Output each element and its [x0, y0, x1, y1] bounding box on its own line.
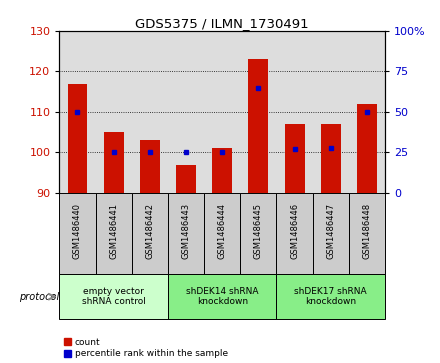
Bar	[349, 193, 385, 274]
Bar	[357, 104, 377, 193]
Text: empty vector
shRNA control: empty vector shRNA control	[82, 287, 146, 306]
Bar	[285, 124, 304, 193]
Text: GSM1486440: GSM1486440	[73, 203, 82, 258]
Text: GSM1486445: GSM1486445	[254, 203, 263, 258]
Bar	[68, 83, 88, 193]
Bar	[176, 164, 196, 193]
Bar	[313, 193, 349, 274]
Text: protocol: protocol	[19, 291, 59, 302]
Bar	[168, 274, 276, 319]
Bar	[59, 193, 95, 274]
Bar	[132, 193, 168, 274]
Text: GSM1486446: GSM1486446	[290, 203, 299, 259]
Text: GSM1486444: GSM1486444	[218, 203, 227, 258]
Text: GSM1486441: GSM1486441	[109, 203, 118, 258]
Text: GSM1486443: GSM1486443	[182, 203, 191, 259]
Bar	[249, 59, 268, 193]
Bar	[104, 132, 124, 193]
Bar	[212, 148, 232, 193]
Text: shDEK14 shRNA
knockdown: shDEK14 shRNA knockdown	[186, 287, 258, 306]
Bar	[168, 193, 204, 274]
Bar	[59, 274, 168, 319]
Bar	[240, 193, 276, 274]
Bar	[95, 193, 132, 274]
Text: GSM1486442: GSM1486442	[145, 203, 154, 258]
Bar	[276, 274, 385, 319]
Bar	[140, 140, 160, 193]
Text: GSM1486447: GSM1486447	[326, 203, 335, 259]
Text: GSM1486448: GSM1486448	[363, 203, 371, 259]
Bar	[321, 124, 341, 193]
Text: shDEK17 shRNA
knockdown: shDEK17 shRNA knockdown	[294, 287, 367, 306]
Bar	[204, 193, 240, 274]
Bar	[276, 193, 313, 274]
Title: GDS5375 / ILMN_1730491: GDS5375 / ILMN_1730491	[136, 17, 309, 30]
Legend: count, percentile rank within the sample: count, percentile rank within the sample	[64, 338, 228, 359]
